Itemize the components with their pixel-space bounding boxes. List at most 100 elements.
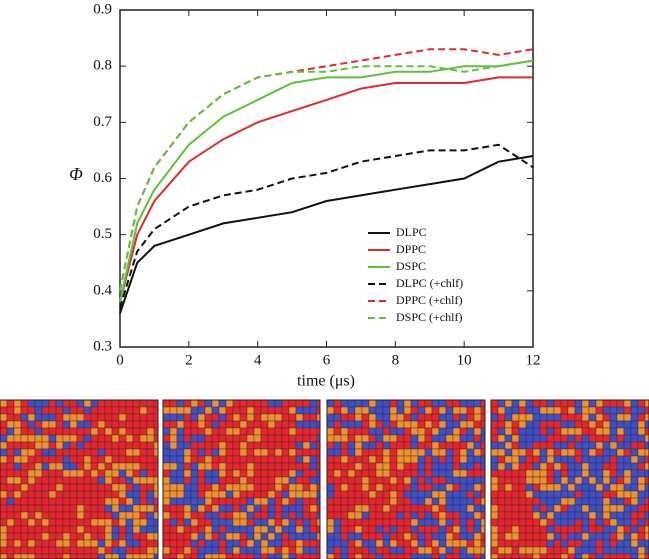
cell bbox=[347, 497, 356, 506]
cell bbox=[0, 441, 8, 450]
cell bbox=[630, 462, 639, 471]
cell bbox=[111, 399, 120, 408]
cell bbox=[232, 532, 241, 541]
cell bbox=[518, 511, 527, 520]
cell bbox=[546, 511, 555, 520]
cell bbox=[623, 518, 632, 527]
cell bbox=[62, 476, 71, 485]
cell bbox=[204, 518, 213, 527]
cell bbox=[581, 532, 590, 541]
cell bbox=[623, 434, 632, 443]
snapshot-frame bbox=[0, 399, 159, 559]
legend-label: DPPC bbox=[396, 242, 426, 256]
cell bbox=[375, 504, 384, 513]
cell bbox=[146, 420, 155, 429]
cell bbox=[546, 525, 555, 534]
cell bbox=[146, 434, 155, 443]
cell bbox=[111, 448, 120, 457]
cell bbox=[41, 434, 50, 443]
cell bbox=[452, 546, 461, 555]
cell bbox=[504, 532, 513, 541]
cell bbox=[190, 469, 199, 478]
cell bbox=[574, 413, 583, 422]
cell bbox=[490, 448, 499, 457]
cell bbox=[630, 469, 639, 478]
cell bbox=[118, 483, 127, 492]
cell bbox=[553, 511, 562, 520]
cell bbox=[260, 469, 269, 478]
cell bbox=[246, 434, 255, 443]
cell bbox=[459, 539, 468, 548]
cell bbox=[267, 511, 276, 520]
cell bbox=[609, 504, 618, 513]
cell bbox=[274, 455, 283, 464]
cell bbox=[473, 441, 482, 450]
cell bbox=[13, 497, 22, 506]
cell bbox=[246, 518, 255, 527]
cell bbox=[389, 427, 398, 436]
cell bbox=[574, 490, 583, 499]
cell bbox=[403, 490, 412, 499]
cell bbox=[125, 504, 134, 513]
cell bbox=[581, 525, 590, 534]
cell bbox=[445, 483, 454, 492]
cell bbox=[146, 511, 155, 520]
cell bbox=[34, 476, 43, 485]
cell bbox=[630, 490, 639, 499]
cell bbox=[525, 406, 534, 415]
cell bbox=[459, 448, 468, 457]
cell bbox=[511, 476, 520, 485]
cell bbox=[197, 483, 206, 492]
cell bbox=[410, 420, 419, 429]
cell bbox=[183, 448, 192, 457]
cell bbox=[539, 546, 548, 555]
cell bbox=[333, 483, 342, 492]
cell bbox=[288, 427, 297, 436]
cell bbox=[76, 546, 85, 555]
cell bbox=[260, 413, 269, 422]
cell bbox=[169, 413, 178, 422]
cell bbox=[6, 539, 15, 548]
cell bbox=[518, 546, 527, 555]
cell bbox=[354, 462, 363, 471]
cell bbox=[13, 504, 22, 513]
cell bbox=[104, 455, 113, 464]
cell bbox=[361, 434, 370, 443]
cell bbox=[48, 483, 57, 492]
cell bbox=[480, 490, 486, 499]
cell bbox=[644, 399, 649, 408]
cell bbox=[146, 427, 155, 436]
cell bbox=[497, 490, 506, 499]
cell bbox=[83, 462, 92, 471]
cell bbox=[41, 448, 50, 457]
cell bbox=[232, 427, 241, 436]
cell bbox=[375, 483, 384, 492]
cell bbox=[424, 504, 433, 513]
cell bbox=[295, 434, 304, 443]
cell bbox=[309, 406, 318, 415]
cell bbox=[139, 434, 148, 443]
cell bbox=[169, 434, 178, 443]
cell bbox=[55, 427, 64, 436]
cell bbox=[445, 546, 454, 555]
cell bbox=[361, 518, 370, 527]
cell bbox=[424, 518, 433, 527]
cell bbox=[459, 469, 468, 478]
cell bbox=[567, 539, 576, 548]
cell bbox=[83, 490, 92, 499]
cell bbox=[162, 420, 171, 429]
cell bbox=[295, 469, 304, 478]
cell bbox=[41, 490, 50, 499]
cell bbox=[302, 511, 311, 520]
cell bbox=[0, 420, 8, 429]
cell bbox=[504, 413, 513, 422]
cell bbox=[132, 462, 141, 471]
cell bbox=[546, 448, 555, 457]
cell bbox=[162, 476, 171, 485]
cell bbox=[389, 476, 398, 485]
cell bbox=[211, 434, 220, 443]
cell bbox=[525, 483, 534, 492]
cell bbox=[553, 448, 562, 457]
cell bbox=[55, 546, 64, 555]
cell bbox=[146, 483, 155, 492]
